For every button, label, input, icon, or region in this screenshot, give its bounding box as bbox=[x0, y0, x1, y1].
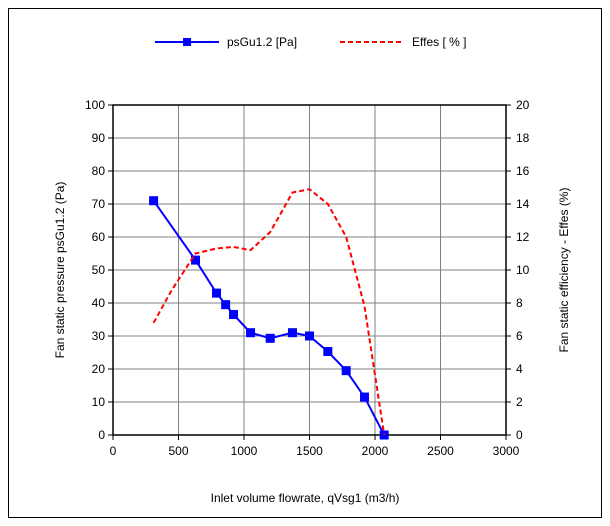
pressure-point bbox=[323, 347, 333, 357]
legend-label-efficiency: Effes [ % ] bbox=[412, 35, 466, 49]
y2-tick-label: 16 bbox=[516, 164, 530, 178]
y-tick-label: 60 bbox=[92, 230, 106, 244]
x-tick-label: 500 bbox=[168, 444, 188, 458]
y-tick-label: 10 bbox=[92, 395, 106, 409]
y-axis-title: Fan static pressure psGu1.2 (Pa) bbox=[53, 182, 67, 359]
gridlines bbox=[113, 105, 506, 435]
y2-tick-label: 20 bbox=[516, 98, 530, 112]
y2-tick-label: 4 bbox=[516, 362, 523, 376]
series-layer bbox=[149, 188, 389, 440]
y2-tick-label: 8 bbox=[516, 296, 523, 310]
x-tick-label: 1500 bbox=[296, 444, 323, 458]
pressure-point bbox=[360, 392, 370, 402]
x-tick-label: 3000 bbox=[493, 444, 520, 458]
legend-label-pressure: psGu1.2 [Pa] bbox=[227, 35, 297, 49]
pressure-point bbox=[191, 255, 201, 265]
pressure-point bbox=[305, 331, 314, 341]
y2-axis-title: Fan static efficiency - Effes (%) bbox=[557, 188, 571, 353]
tick-labels: 0 500 1000 1500 2000 2500 30000102030405060708… bbox=[85, 98, 530, 458]
y-tick-label: 70 bbox=[92, 197, 106, 211]
legend: psGu1.2 [Pa] Effes [ % ] bbox=[155, 35, 466, 49]
pressure-point bbox=[246, 328, 256, 338]
y-tick-label: 20 bbox=[92, 362, 106, 376]
legend-marker-pressure bbox=[183, 38, 191, 46]
pressure-point bbox=[149, 196, 159, 206]
y2-tick-label: 14 bbox=[516, 197, 530, 211]
y2-tick-label: 0 bbox=[516, 428, 523, 442]
pressure-point bbox=[229, 310, 239, 320]
efficiency-series-line bbox=[152, 188, 386, 436]
pressure-series-line bbox=[152, 200, 386, 436]
y2-tick-label: 18 bbox=[516, 131, 530, 145]
y-tick-label: 50 bbox=[92, 263, 106, 277]
pressure-point bbox=[287, 328, 297, 338]
pressure-point bbox=[221, 300, 231, 310]
x-axis-title: Inlet volume flowrate, qVsg1 (m3/h) bbox=[211, 491, 400, 505]
y-tick-label: 100 bbox=[85, 98, 105, 112]
x-tick-label: 0 bbox=[110, 444, 117, 458]
tick-marks bbox=[108, 104, 511, 440]
pressure-point bbox=[211, 288, 221, 298]
y-tick-label: 30 bbox=[92, 329, 106, 343]
y-tick-label: 90 bbox=[92, 131, 106, 145]
chart-frame bbox=[8, 8, 602, 518]
y-tick-label: 40 bbox=[92, 296, 106, 310]
x-tick-label: 1000 bbox=[231, 444, 258, 458]
x-tick-label: 2000 bbox=[362, 444, 389, 458]
y2-tick-label: 6 bbox=[516, 329, 523, 343]
y2-tick-label: 12 bbox=[516, 230, 530, 244]
x-tick-label: 2500 bbox=[427, 444, 454, 458]
y2-tick-label: 2 bbox=[516, 395, 523, 409]
y2-tick-label: 10 bbox=[516, 263, 530, 277]
pressure-point bbox=[265, 333, 275, 343]
y-tick-label: 0 bbox=[98, 428, 105, 442]
pressure-point bbox=[341, 366, 351, 376]
y-tick-label: 80 bbox=[92, 164, 106, 178]
